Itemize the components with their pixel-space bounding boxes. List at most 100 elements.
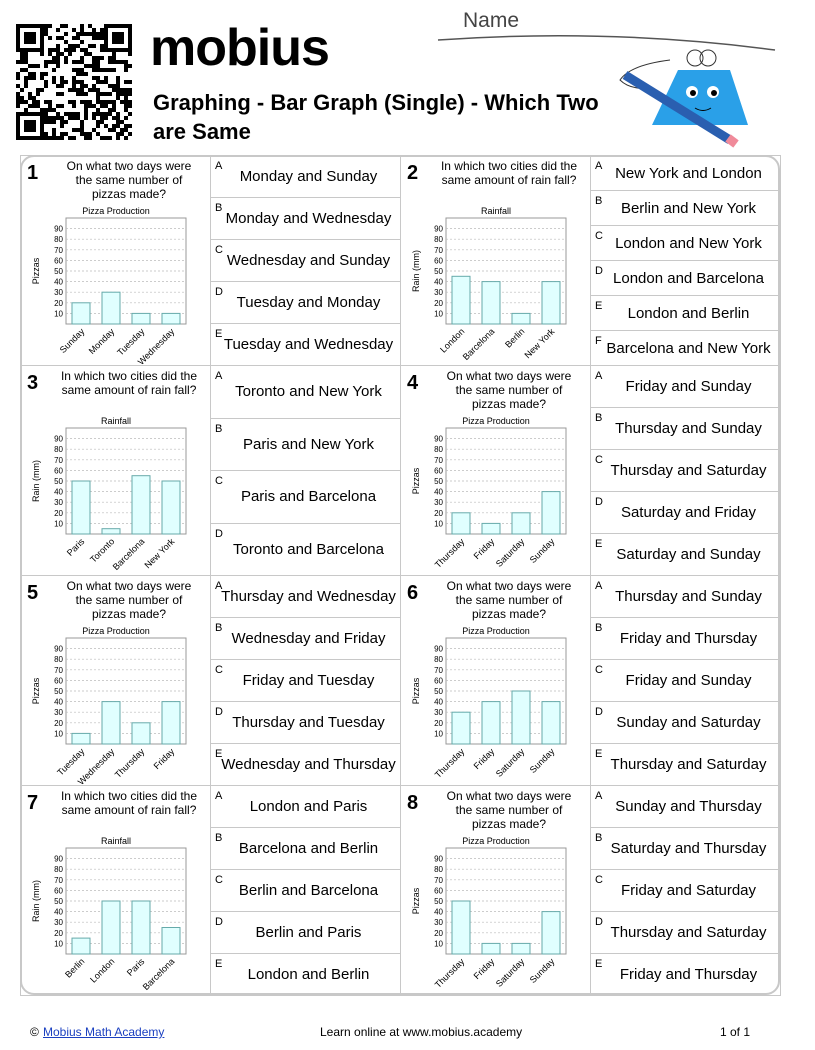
x-tick-label: Thursday — [433, 956, 467, 990]
y-tick-label: 10 — [54, 939, 63, 948]
qr-module — [100, 32, 104, 36]
y-tick-label: 60 — [54, 256, 63, 265]
qr-module — [80, 60, 84, 64]
bar — [481, 522, 501, 535]
answer-option[interactable]: A Sunday and Thursday — [590, 785, 781, 828]
qr-module — [20, 24, 24, 28]
answer-option[interactable]: D Saturday and Friday — [590, 491, 781, 534]
answer-option[interactable]: D Berlin and Paris — [210, 911, 401, 954]
problem-number: 7 — [27, 792, 39, 814]
answer-option[interactable]: C Friday and Saturday — [590, 869, 781, 912]
qr-module — [40, 24, 44, 28]
qr-module — [48, 108, 52, 112]
x-tick-label: Toronto — [88, 536, 116, 564]
option-letter: C — [215, 475, 223, 487]
qr-module — [112, 116, 116, 120]
answer-option[interactable]: C Berlin and Barcelona — [210, 869, 401, 912]
answer-option[interactable]: B Monday and Wednesday — [210, 197, 401, 240]
answer-option[interactable]: A Friday and Sunday — [590, 365, 781, 408]
qr-module — [40, 120, 44, 124]
answer-option[interactable]: B Berlin and New York — [590, 190, 781, 226]
answer-option[interactable]: A Thursday and Wednesday — [210, 575, 401, 618]
qr-module — [84, 136, 88, 140]
option-text: London and Berlin — [627, 304, 750, 322]
answer-option[interactable]: B Thursday and Sunday — [590, 407, 781, 450]
answer-option[interactable]: A Monday and Sunday — [210, 155, 401, 198]
qr-module — [76, 68, 80, 72]
qr-module — [84, 32, 88, 36]
answer-option[interactable]: A London and Paris — [210, 785, 401, 828]
option-letter: E — [215, 748, 223, 760]
qr-module — [124, 92, 128, 96]
qr-module — [92, 104, 96, 108]
logo: mobius — [150, 19, 330, 77]
qr-module — [128, 132, 132, 136]
answer-option[interactable]: E Tuesday and Wednesday — [210, 323, 401, 366]
bar — [101, 291, 121, 325]
qr-module — [128, 40, 132, 44]
answer-option[interactable]: E Friday and Thursday — [590, 953, 781, 996]
answer-option[interactable]: C London and New York — [590, 225, 781, 261]
answer-option[interactable]: D Sunday and Saturday — [590, 701, 781, 744]
answer-option[interactable]: C Thursday and Saturday — [590, 449, 781, 492]
qr-module — [24, 76, 28, 80]
answer-option[interactable]: A Toronto and New York — [210, 365, 401, 419]
qr-module — [44, 136, 48, 140]
answer-option[interactable]: B Friday and Thursday — [590, 617, 781, 660]
answer-option[interactable]: D Thursday and Saturday — [590, 911, 781, 954]
qr-module — [52, 56, 56, 60]
qr-module — [80, 84, 84, 88]
qr-module — [84, 108, 88, 112]
answer-option[interactable]: B Paris and New York — [210, 417, 401, 471]
qr-module — [40, 124, 44, 128]
qr-module — [44, 24, 48, 28]
qr-module — [24, 124, 28, 128]
qr-module — [28, 32, 32, 36]
qr-module — [116, 124, 120, 128]
answer-option[interactable]: C Friday and Sunday — [590, 659, 781, 702]
qr-module — [64, 32, 68, 36]
qr-module — [52, 132, 56, 136]
answer-option[interactable]: E Wednesday and Thursday — [210, 743, 401, 786]
academy-link[interactable]: Mobius Math Academy — [43, 1025, 165, 1039]
qr-module — [48, 100, 52, 104]
copyright: © — [30, 1025, 39, 1039]
answer-option[interactable]: A New York and London — [590, 155, 781, 191]
answer-option[interactable]: B Wednesday and Friday — [210, 617, 401, 660]
option-letter: F — [595, 335, 602, 347]
qr-module — [40, 116, 44, 120]
qr-module — [52, 68, 56, 72]
answer-option[interactable]: E Saturday and Sunday — [590, 533, 781, 576]
qr-module — [80, 132, 84, 136]
answer-option[interactable]: B Barcelona and Berlin — [210, 827, 401, 870]
answer-option[interactable]: E London and Berlin — [210, 953, 401, 996]
answer-option[interactable]: C Paris and Barcelona — [210, 470, 401, 524]
qr-module — [104, 68, 108, 72]
bar — [511, 690, 531, 745]
answer-option[interactable]: A Thursday and Sunday — [590, 575, 781, 618]
answer-option[interactable]: C Friday and Tuesday — [210, 659, 401, 702]
answer-option[interactable]: D London and Barcelona — [590, 260, 781, 296]
answer-option[interactable]: C Wednesday and Sunday — [210, 239, 401, 282]
option-text: Toronto and New York — [235, 383, 382, 401]
answer-option[interactable]: D Thursday and Tuesday — [210, 701, 401, 744]
qr-module — [40, 132, 44, 136]
answer-option[interactable]: D Tuesday and Monday — [210, 281, 401, 324]
qr-module — [68, 100, 72, 104]
qr-module — [84, 48, 88, 52]
qr-module — [24, 80, 28, 84]
answer-option[interactable]: F Barcelona and New York — [590, 330, 781, 366]
qr-module — [80, 40, 84, 44]
qr-module — [56, 92, 60, 96]
answer-option[interactable]: E Thursday and Saturday — [590, 743, 781, 786]
answer-option[interactable]: E London and Berlin — [590, 295, 781, 331]
answer-option[interactable]: B Saturday and Thursday — [590, 827, 781, 870]
answer-option[interactable]: D Toronto and Barcelona — [210, 522, 401, 576]
qr-module — [128, 36, 132, 40]
qr-module — [76, 128, 80, 132]
qr-module — [104, 40, 108, 44]
